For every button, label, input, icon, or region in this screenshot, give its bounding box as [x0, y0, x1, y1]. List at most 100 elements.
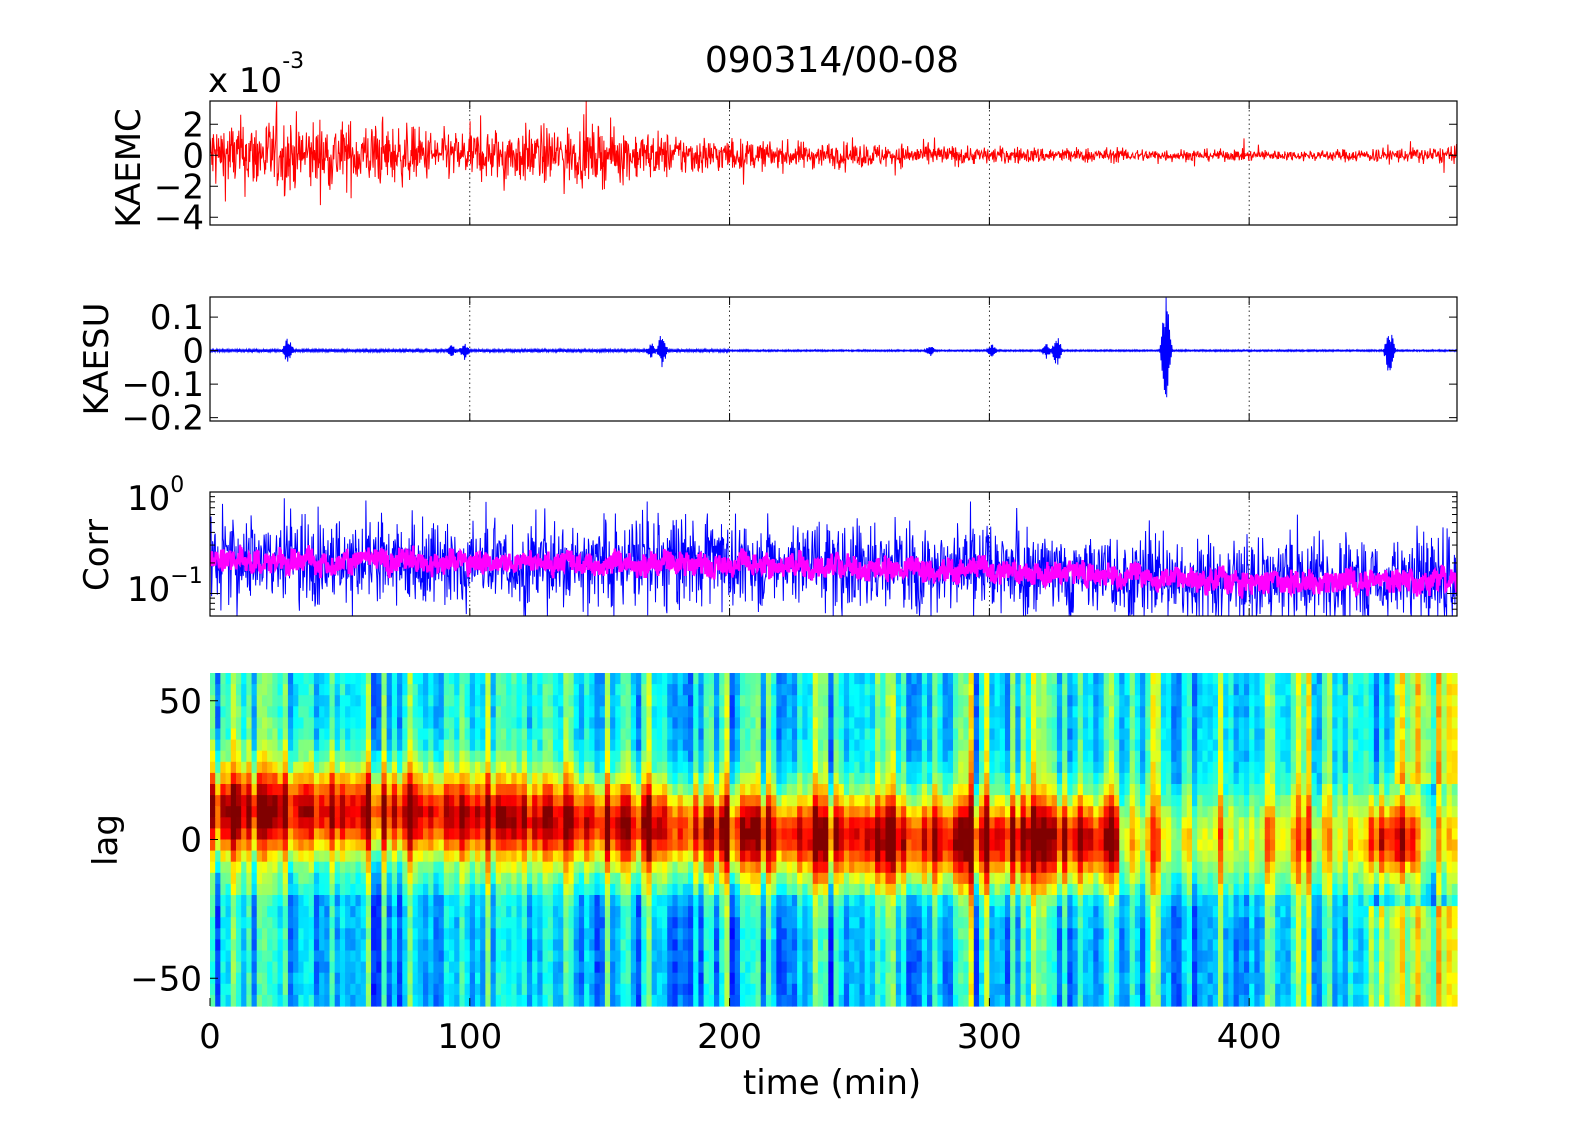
- heatmap-cell: [251, 883, 258, 896]
- heatmap-cell: [791, 983, 798, 996]
- heatmap-cell: [791, 895, 798, 907]
- heatmap-cell: [402, 895, 409, 907]
- heatmap-cell: [615, 728, 622, 741]
- heatmap-cell: [771, 750, 777, 763]
- heatmap-cell: [610, 928, 616, 940]
- heatmap-cell: [682, 861, 689, 874]
- heatmap-cell: [859, 673, 866, 685]
- heatmap-cell: [672, 717, 679, 730]
- heatmap-cell: [251, 972, 258, 985]
- heatmap-cell: [532, 828, 538, 841]
- heatmap-cell: [662, 850, 668, 863]
- heatmap-cell: [760, 928, 767, 940]
- heatmap-cell: [381, 673, 388, 685]
- heatmap-cell: [781, 673, 788, 685]
- heatmap-cell: [423, 972, 429, 985]
- heatmap-cell: [277, 983, 284, 996]
- heatmap-cell: [895, 739, 902, 752]
- corr-series-raw: [210, 498, 1457, 616]
- heatmap-cell: [953, 784, 959, 796]
- heatmap-cell: [864, 817, 871, 829]
- heatmap-cell: [937, 706, 944, 718]
- heatmap-cell: [921, 872, 928, 885]
- heatmap-cell: [1025, 728, 1032, 741]
- heatmap-cell: [849, 784, 855, 796]
- heatmap-cell: [225, 772, 232, 785]
- heatmap-cell: [1036, 795, 1042, 807]
- heatmap-cell: [490, 750, 497, 763]
- panel-kaemc: 20−2−4 KAEMC x 10-3: [109, 49, 1458, 238]
- heatmap-cell: [319, 739, 325, 752]
- heatmap-cell: [786, 673, 793, 685]
- heatmap-cell: [604, 839, 611, 852]
- heatmap-cell: [345, 850, 351, 863]
- heatmap-cell: [1046, 950, 1053, 963]
- heatmap-cell: [901, 961, 907, 974]
- heatmap-cell: [256, 795, 263, 807]
- heatmap-cell: [880, 717, 887, 730]
- heatmap-cell: [324, 883, 331, 896]
- heatmap-cell: [797, 983, 803, 996]
- heatmap-cell: [724, 861, 731, 874]
- heatmap-cell: [246, 728, 253, 741]
- heatmap-cell: [932, 906, 939, 918]
- heatmap-cell: [485, 772, 492, 785]
- heatmap-cell: [630, 828, 637, 841]
- heatmap-cell: [859, 839, 866, 852]
- heatmap-cell: [750, 994, 757, 1007]
- heatmap-cell: [677, 772, 684, 785]
- heatmap-cell: [225, 872, 232, 885]
- heatmap-cell: [854, 972, 861, 985]
- heatmap-cell: [464, 761, 471, 774]
- heatmap-cell: [849, 739, 855, 752]
- heatmap-cell: [495, 950, 502, 963]
- heatmap-cell: [443, 750, 450, 763]
- heatmap-cell: [469, 728, 476, 741]
- heatmap-cell: [397, 906, 403, 918]
- heatmap-cell: [313, 850, 320, 863]
- heatmap-cell: [646, 839, 653, 852]
- heatmap-cell: [246, 928, 253, 940]
- heatmap-cell: [947, 728, 954, 741]
- heatmap-cell: [833, 850, 840, 863]
- heatmap-cell: [506, 883, 512, 896]
- heatmap-cell: [610, 739, 616, 752]
- heatmap-cell: [724, 961, 731, 974]
- heatmap-cell: [729, 961, 736, 974]
- heatmap-cell: [937, 795, 944, 807]
- heatmap-cell: [599, 972, 606, 985]
- heatmap-cell: [916, 895, 923, 907]
- heatmap-cell: [251, 861, 258, 874]
- heatmap-cell: [1030, 795, 1037, 807]
- heatmap-cell: [688, 994, 694, 1007]
- heatmap-cell: [875, 795, 881, 807]
- heatmap-cell: [895, 839, 902, 852]
- heatmap-cell: [641, 750, 648, 763]
- heatmap-cell: [734, 917, 741, 929]
- heatmap-cell: [215, 961, 221, 974]
- heatmap-cell: [817, 939, 824, 952]
- heatmap-cell: [365, 706, 372, 718]
- heatmap-cell: [376, 806, 383, 818]
- heatmap-cell: [376, 706, 383, 718]
- heatmap-cell: [693, 684, 700, 696]
- heatmap-cell: [885, 972, 892, 985]
- heatmap-cell: [417, 906, 424, 918]
- heatmap-cell: [854, 750, 861, 763]
- heatmap-cell: [563, 806, 570, 818]
- heatmap-cell: [901, 817, 907, 829]
- heatmap-cell: [251, 784, 258, 796]
- heatmap-cell: [210, 994, 216, 1007]
- heatmap-cell: [662, 784, 668, 796]
- heatmap-cell: [568, 817, 575, 829]
- heatmap-cell: [610, 839, 616, 852]
- heatmap-cell: [750, 673, 757, 685]
- heatmap-cell: [833, 761, 840, 774]
- heatmap-cell: [859, 817, 866, 829]
- heatmap-cell: [724, 739, 731, 752]
- heatmap-cell: [433, 828, 440, 841]
- heatmap-cell: [729, 872, 736, 885]
- heatmap-cell: [693, 828, 700, 841]
- heatmap-cell: [729, 895, 736, 907]
- heatmap-cell: [397, 795, 403, 807]
